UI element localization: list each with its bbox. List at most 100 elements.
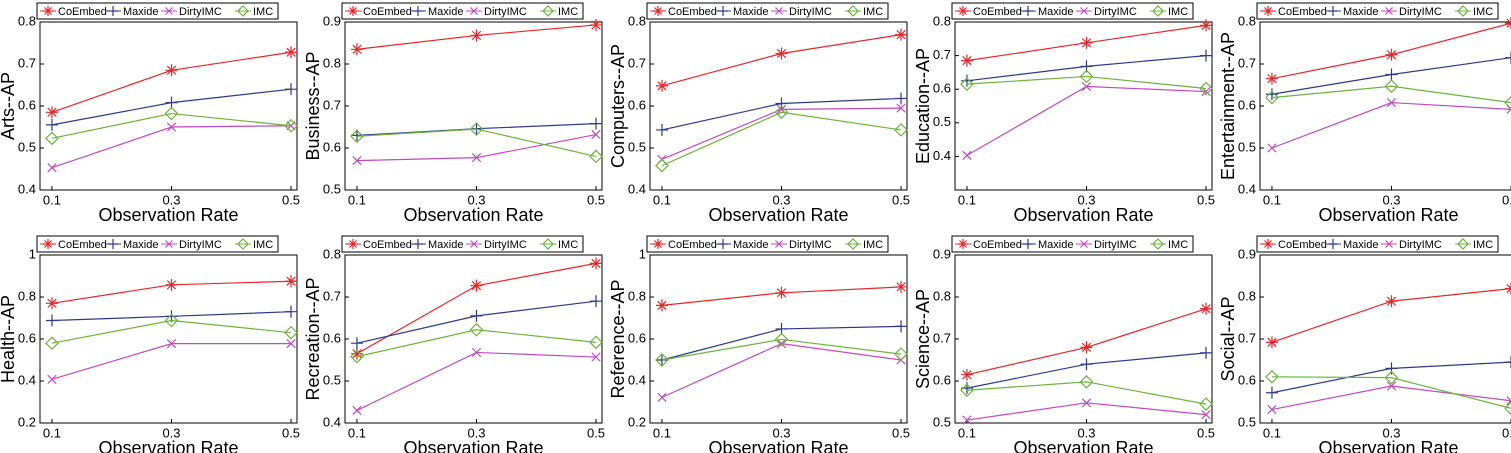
x-axis-label: Observation Rate — [708, 438, 848, 453]
x-tick-label: 0.1 — [1263, 425, 1281, 440]
y-axis-label: Business--AP — [303, 51, 323, 160]
legend-marker — [1385, 7, 1393, 15]
panel: 0.2 0.4 0.6 0.8 1 0.1 0.3 0.5 Observation Rate He… — [0, 235, 300, 453]
data-point — [470, 309, 483, 322]
legend-label: Maxide — [733, 6, 768, 18]
x-axis-label: Observation Rate — [708, 205, 848, 225]
series-line — [356, 128, 597, 157]
data-point — [960, 383, 974, 398]
legend-label: Maxide — [1343, 239, 1378, 251]
legend-label: Maxide — [428, 239, 463, 251]
series-line — [661, 338, 902, 361]
legend-marker — [470, 240, 478, 248]
y-tick-label: 0.5 — [933, 114, 951, 129]
legend-label: CoEmbed — [363, 239, 412, 251]
series-line — [356, 133, 597, 162]
data-point — [469, 322, 484, 337]
series-line — [1271, 102, 1511, 149]
legend-marker — [847, 238, 859, 250]
series-line — [661, 111, 902, 167]
legend-box — [1256, 235, 1499, 253]
legend-label: CoEmbed — [973, 239, 1022, 251]
data-point — [471, 347, 482, 358]
data-point — [1505, 51, 1511, 64]
data-point — [591, 129, 601, 140]
legend-marker — [237, 5, 249, 17]
data-point — [45, 106, 58, 119]
legend-label: DirtyIMC — [789, 239, 832, 251]
data-point — [1200, 19, 1213, 32]
data-point — [590, 18, 603, 31]
data-point — [1385, 295, 1398, 308]
legend-label: DirtyIMC — [484, 6, 527, 18]
series-line — [51, 343, 292, 380]
data-point — [352, 405, 362, 416]
data-point — [960, 77, 974, 92]
x-tick-label: 0.3 — [1077, 192, 1095, 207]
series-line — [661, 343, 902, 398]
data-point — [896, 103, 906, 113]
legend-label: CoEmbed — [668, 239, 717, 251]
data-point — [470, 279, 483, 292]
x-tick-label: 0.1 — [43, 425, 61, 440]
data-point — [165, 96, 178, 109]
data-point — [775, 97, 788, 110]
y-tick-label: 0.4 — [323, 414, 341, 429]
data-point — [45, 118, 58, 131]
legend-label: DirtyIMC — [179, 6, 222, 18]
data-point — [655, 79, 668, 92]
legend-marker — [1263, 6, 1273, 16]
legend-label: Maxide — [1038, 239, 1073, 251]
x-tick-label: 0.5 — [587, 192, 605, 207]
data-point — [166, 122, 177, 132]
data-point — [589, 149, 603, 164]
legend-marker — [470, 7, 478, 15]
legend-label: CoEmbed — [363, 6, 412, 18]
panel: 0.5 0.6 0.7 0.8 0.9 0.1 0.3 0.5 Observation Rate… — [303, 2, 605, 225]
legend-box — [951, 2, 1194, 20]
y-axis-label: Reference--AP — [608, 279, 628, 398]
x-axis-label: Observation Rate — [403, 205, 543, 225]
y-axis-label: Entertainment--AP — [1218, 32, 1238, 180]
legend-label: DirtyIMC — [1094, 239, 1137, 251]
x-tick-label: 0.3 — [467, 192, 485, 207]
legend-label: CoEmbed — [1278, 6, 1327, 18]
legend-marker — [653, 6, 663, 16]
data-point — [589, 335, 603, 350]
legend-marker — [413, 6, 423, 16]
y-tick-label: 0.5 — [1238, 414, 1256, 429]
data-point — [960, 54, 973, 67]
y-axis-label: Health--AP — [0, 295, 18, 383]
data-point — [1200, 302, 1213, 315]
data-point — [165, 64, 178, 77]
x-tick-label: 0.5 — [1197, 425, 1215, 440]
data-point — [352, 155, 362, 166]
y-tick-label: 1 — [29, 246, 36, 261]
data-point — [655, 353, 669, 367]
legend-marker — [1152, 238, 1164, 250]
data-point — [1384, 370, 1399, 385]
y-tick-label: 0.4 — [628, 372, 646, 387]
legend-box — [341, 235, 584, 253]
y-tick-label: 0.5 — [628, 139, 646, 154]
y-tick-label: 0.9 — [323, 13, 341, 28]
data-point — [45, 336, 59, 351]
y-tick-label: 0.5 — [323, 181, 341, 196]
series-line — [966, 352, 1207, 389]
data-point — [350, 129, 363, 142]
legend-label: IMC — [1473, 239, 1493, 251]
data-point — [590, 295, 603, 308]
series-line — [966, 75, 1207, 90]
data-point — [1505, 356, 1511, 369]
series-line — [1271, 385, 1511, 411]
data-point — [590, 117, 603, 130]
data-point — [45, 131, 59, 146]
y-tick-label: 0.6 — [1238, 97, 1256, 112]
data-point — [1505, 17, 1511, 30]
y-tick-label: 0.7 — [933, 330, 951, 345]
x-tick-label: 0.1 — [43, 192, 61, 207]
y-tick-label: 0.8 — [18, 288, 36, 303]
data-point — [895, 280, 908, 293]
y-tick-label: 0.8 — [628, 13, 646, 28]
data-point — [1265, 386, 1278, 399]
